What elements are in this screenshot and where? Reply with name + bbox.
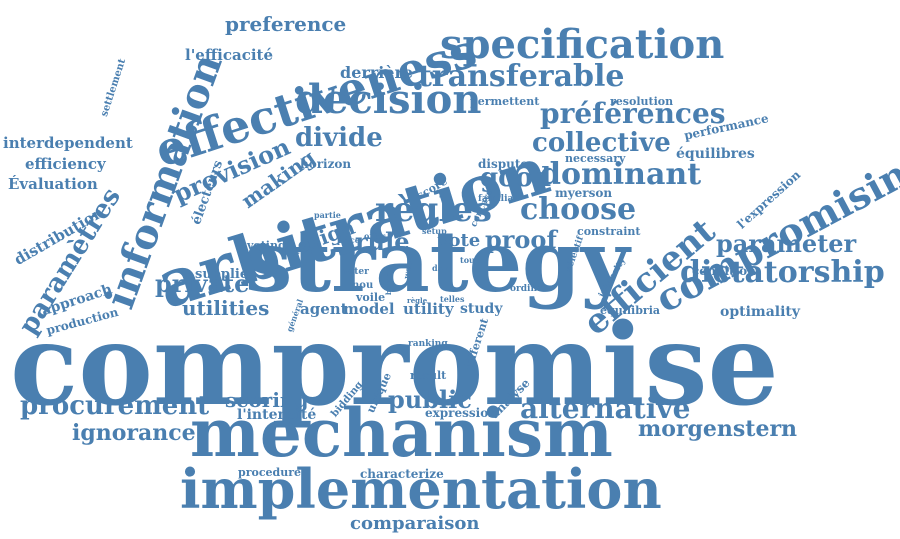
cloud-word: efficiency bbox=[25, 155, 106, 173]
cloud-word: implementation bbox=[180, 457, 662, 521]
cloud-word: collective bbox=[532, 128, 671, 158]
cloud-word: alternative bbox=[520, 392, 691, 425]
cloud-word: compromise bbox=[10, 300, 779, 431]
cloud-word: setup bbox=[422, 226, 447, 236]
cloud-word: dan bbox=[432, 263, 449, 273]
cloud-word: interdependent bbox=[3, 134, 133, 152]
cloud-word: morgenstern bbox=[638, 416, 798, 442]
cloud-word: horizon bbox=[300, 157, 352, 171]
cloud-word: result bbox=[410, 369, 447, 382]
cloud-word: équilibres bbox=[676, 146, 755, 162]
cloud-word: Évaluation bbox=[8, 175, 98, 193]
cloud-word: private bbox=[155, 269, 250, 298]
cloud-word: divide bbox=[295, 123, 383, 153]
cloud-word: parameter bbox=[716, 229, 857, 258]
cloud-word: choose bbox=[520, 192, 637, 227]
cloud-word: equilibria bbox=[600, 304, 661, 317]
cloud-word: good bbox=[480, 163, 552, 193]
cloud-word: model bbox=[343, 300, 395, 318]
cloud-word: supplier bbox=[195, 267, 255, 282]
cloud-word: condition bbox=[692, 264, 756, 278]
cloud-word: myerson bbox=[555, 186, 613, 200]
cloud-word: offer bbox=[364, 231, 386, 241]
cloud-word: dictatorship bbox=[680, 255, 885, 290]
cloud-word: preference bbox=[225, 12, 347, 36]
cloud-word: rule bbox=[355, 227, 410, 256]
cloud-word: borda bbox=[384, 272, 393, 295]
cloud-word: telles bbox=[440, 294, 465, 304]
cloud-word: settlement bbox=[99, 57, 129, 119]
cloud-word: specification bbox=[440, 21, 725, 68]
cloud-word: proof bbox=[485, 225, 557, 254]
cloud-word: familiar bbox=[478, 194, 519, 204]
cloud-word: règle bbox=[407, 296, 428, 305]
cloud-word: transferable bbox=[418, 59, 625, 94]
cloud-word: nou bbox=[352, 280, 374, 291]
cloud-word: l'intensité bbox=[237, 407, 317, 423]
cloud-word: ordinal bbox=[510, 284, 547, 294]
cloud-word: utility bbox=[403, 300, 454, 318]
cloud-word: price bbox=[337, 235, 360, 245]
cloud-word: resolution bbox=[610, 95, 674, 108]
cloud-word: derrière bbox=[340, 63, 414, 82]
cloud-word: expression bbox=[425, 406, 497, 420]
cloud-word: necessary bbox=[565, 152, 626, 165]
cloud-word: public bbox=[388, 385, 472, 414]
cloud-word: voter bbox=[343, 267, 369, 277]
cloud-word: dispute bbox=[478, 157, 528, 171]
cloud-word: procurement bbox=[20, 391, 210, 421]
cloud-word: utilities bbox=[182, 296, 270, 320]
cloud-word: strategy bbox=[245, 212, 630, 311]
cloud-word: règles bbox=[375, 190, 493, 230]
cloud-word: comparaison bbox=[350, 513, 480, 534]
cloud-word: tour bbox=[460, 255, 480, 265]
cloud-word: optimality bbox=[720, 304, 801, 320]
cloud-word: voile bbox=[356, 291, 386, 304]
cloud-word: ranking bbox=[408, 339, 448, 349]
cloud-word: ignorance bbox=[72, 420, 196, 446]
cloud-word: procedure bbox=[238, 466, 302, 479]
cloud-word: constraint bbox=[577, 225, 641, 238]
cloud-word: mechanism bbox=[190, 394, 613, 472]
cloud-word: study bbox=[460, 301, 503, 317]
cloud-word: scoring bbox=[225, 388, 309, 412]
cloud-word: characterize bbox=[360, 467, 444, 481]
cloud-word: partie bbox=[314, 210, 341, 220]
cloud-word: l'efficacité bbox=[185, 46, 274, 64]
cloud-word: permettent bbox=[470, 95, 540, 108]
cloud-word: préférences bbox=[540, 97, 726, 130]
cloud-word: decision bbox=[295, 76, 482, 123]
cloud-word: vote bbox=[438, 230, 481, 251]
cloud-word: voting bbox=[247, 239, 286, 252]
cloud-word: agent bbox=[300, 300, 348, 318]
cloud-word: dominant bbox=[540, 157, 702, 192]
